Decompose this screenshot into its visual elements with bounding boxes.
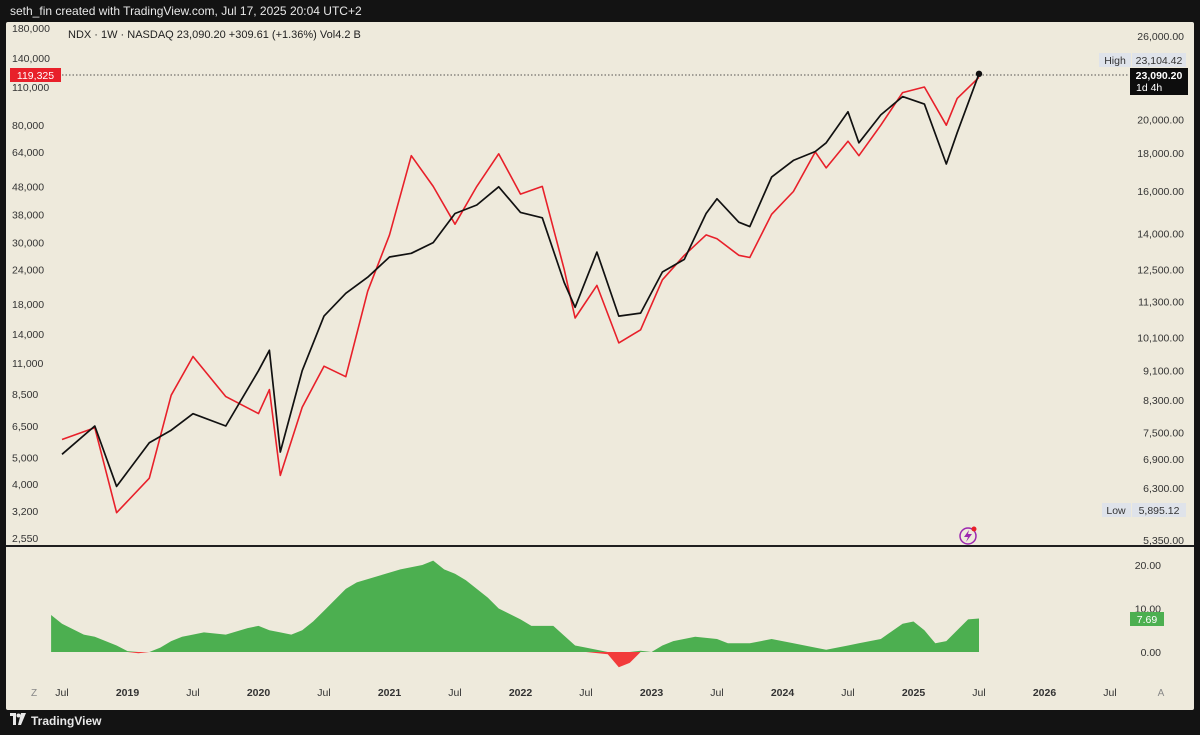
oscillator-positive-area	[51, 560, 980, 652]
left-axis-tick: 110,000	[12, 82, 49, 94]
left-axis-tick: 6,500	[12, 421, 38, 433]
last-price-badge	[1130, 68, 1188, 95]
time-axis-label: Jul	[972, 687, 985, 699]
left-axis-tick: 80,000	[12, 120, 44, 132]
chart-canvas[interactable]: 180,000 140,000 110,000 80,000 64,000 48,000 3…	[6, 22, 1194, 710]
right-axis-tick: 26,000.00	[1137, 31, 1184, 43]
brand-label: TradingView	[31, 713, 102, 728]
left-axis-tick: 4,000	[12, 479, 38, 491]
low-label-box	[1102, 503, 1131, 517]
time-axis-label: 2019	[116, 687, 140, 699]
time-axis-label: Jul	[448, 687, 461, 699]
lightning-icon[interactable]	[959, 526, 977, 545]
time-axis-label: 2024	[771, 687, 795, 699]
time-axis-label: Jul	[186, 687, 199, 699]
left-axis-tick: 24,000	[12, 264, 44, 276]
left-axis-tick: 14,000	[12, 329, 44, 341]
symbol-legend[interactable]: NDX · 1W · NASDAQ 23,090.20 +309.61 (+1.…	[68, 29, 361, 41]
black-series-line	[61, 73, 980, 488]
right-price-axis[interactable]: 26,000.0023,000.0020,000.0018,000.0016,0…	[1137, 31, 1184, 547]
oscillator-axis-tick: 20.00	[1135, 560, 1161, 572]
left-axis-tick: 3,200	[12, 506, 38, 518]
low-value-box	[1132, 503, 1186, 517]
time-axis-label: 2022	[509, 687, 533, 699]
left-price-axis[interactable]: 180,000 140,000 110,000 80,000 64,000 48,000 3…	[12, 23, 50, 545]
right-axis-tick: 18,000.00	[1137, 148, 1184, 160]
last-price-value: 23,090.20	[1136, 70, 1183, 82]
left-axis-tick: 64,000	[12, 147, 44, 159]
tradingview-footer[interactable]: TradingView	[10, 713, 101, 728]
right-axis-tick: 16,000.00	[1137, 186, 1184, 198]
time-axis-label: 2021	[378, 687, 402, 699]
left-axis-tick: 8,500	[12, 389, 38, 401]
bar-countdown: 1d 4h	[1136, 82, 1162, 94]
time-axis-label: Jul	[579, 687, 592, 699]
red-series-line	[61, 76, 980, 514]
time-axis-label: 2025	[902, 687, 926, 699]
right-axis-tick: 12,500.00	[1137, 265, 1184, 277]
tradingview-logo-icon	[10, 713, 26, 728]
high-value-box	[1132, 53, 1186, 67]
right-axis-tick: 7,500.00	[1143, 427, 1184, 439]
right-axis-tick: 14,000.00	[1137, 228, 1184, 240]
high-label-box	[1099, 53, 1131, 67]
left-axis-tick: 11,000	[12, 358, 43, 370]
high-label: High	[1104, 55, 1126, 67]
low-label: Low	[1106, 505, 1126, 517]
time-axis-label: Jul	[1103, 687, 1116, 699]
time-axis-corner-right[interactable]: A	[1158, 688, 1165, 699]
chart-panel[interactable]: 180,000 140,000 110,000 80,000 64,000 48,000 3…	[6, 22, 1194, 710]
price-series-group	[61, 70, 983, 514]
left-axis-tick: 180,000	[12, 23, 50, 35]
oscillator-negative-area	[51, 652, 980, 668]
time-axis-label: Jul	[710, 687, 723, 699]
high-value: 23,104.42	[1136, 55, 1183, 67]
osc-last-value: 7.69	[1137, 614, 1158, 626]
right-axis-tick: 5,350.00	[1143, 535, 1184, 547]
right-axis-tick: 8,300.00	[1143, 395, 1184, 407]
left-axis-tick: 48,000	[12, 181, 44, 193]
right-axis-tick: 9,100.00	[1143, 366, 1184, 378]
time-axis-label: Jul	[317, 687, 330, 699]
left-axis-tick: 2,550	[12, 533, 38, 545]
time-axis-corner-left[interactable]: Z	[31, 688, 37, 699]
last-point-marker	[975, 70, 983, 77]
low-value: 5,895.12	[1139, 505, 1180, 517]
osc-last-badge	[1130, 612, 1164, 626]
right-axis-tick: 6,300.00	[1143, 483, 1184, 495]
time-axis-label: Jul	[841, 687, 854, 699]
left-axis-tick: 30,000	[12, 238, 44, 250]
author-caption: seth_fin created with TradingView.com, J…	[10, 4, 362, 18]
time-axis-label: 2020	[247, 687, 271, 699]
left-axis-tick: 5,000	[12, 452, 38, 464]
right-axis-tick: 6,900.00	[1143, 454, 1184, 466]
oscillator-axis-tick: 0.00	[1141, 647, 1162, 659]
time-axis-label: 2026	[1033, 687, 1057, 699]
left-axis-tick: 38,000	[12, 209, 44, 221]
time-axis-label: Jul	[55, 687, 68, 699]
right-axis-tick: 10,100.00	[1137, 332, 1184, 344]
right-axis-tick: 20,000.00	[1137, 115, 1184, 127]
red-last-value: 119,325	[17, 70, 54, 82]
left-axis-tick: 140,000	[12, 53, 50, 65]
time-axis-label: 2023	[640, 687, 664, 699]
left-axis-tick: 18,000	[12, 299, 44, 311]
red-last-badge	[10, 68, 61, 82]
right-axis-tick: 11,300.00	[1138, 297, 1184, 309]
time-axis[interactable]: Jul 2019 Jul 2020 Jul 2021 Jul 2022 Jul 2023 Jul 20…	[55, 687, 1116, 699]
